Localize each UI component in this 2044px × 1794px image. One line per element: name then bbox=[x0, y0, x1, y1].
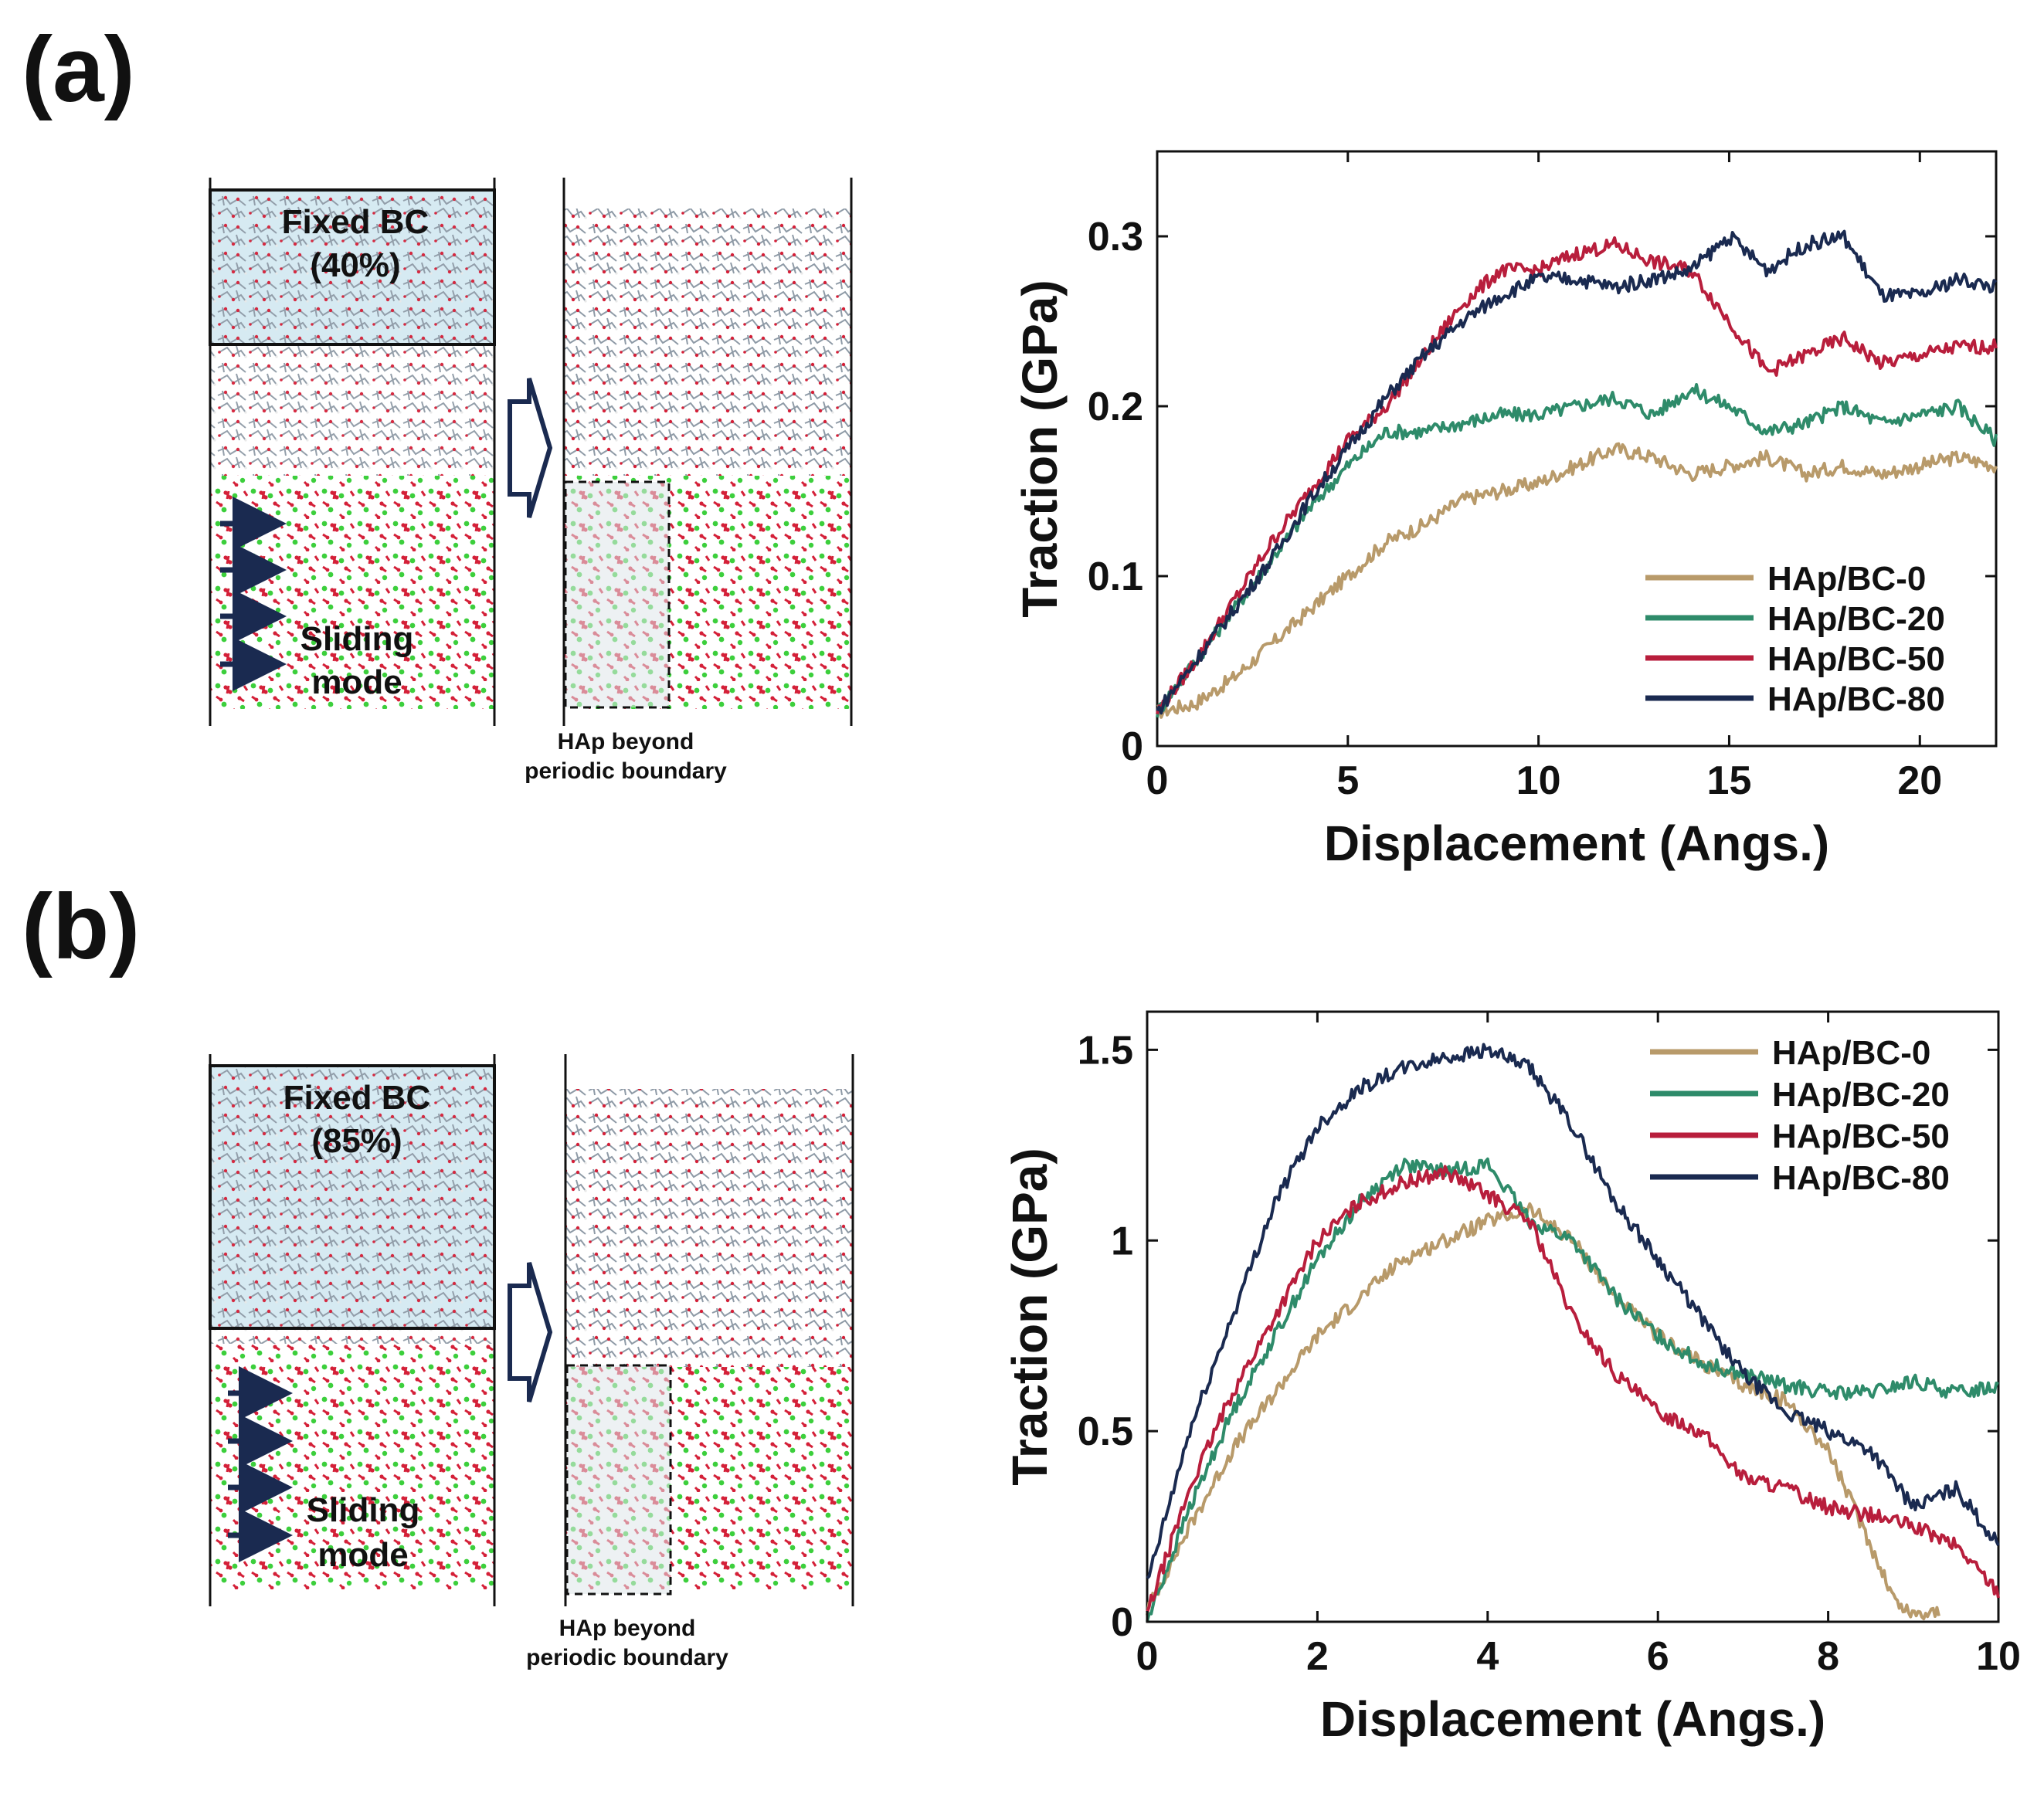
y-tick-label: 0.2 bbox=[1088, 385, 1143, 429]
plot-frame bbox=[1146, 1010, 2000, 1623]
x-tick-label: 4 bbox=[1476, 1634, 1499, 1679]
transition-arrow-icon bbox=[508, 378, 553, 518]
panel-a-letter: (a) bbox=[22, 18, 135, 121]
x-tick-label: 0 bbox=[1146, 758, 1169, 803]
y-tick-label: 0.5 bbox=[1078, 1409, 1133, 1454]
y-tick-label: 0.1 bbox=[1088, 554, 1143, 599]
y-tick-label: 0.3 bbox=[1088, 215, 1143, 259]
legend-label: HAp/BC-50 bbox=[1772, 1117, 1950, 1155]
hap-beyond-boundary-region bbox=[565, 482, 669, 707]
hap-beyond-boundary-box bbox=[565, 1364, 672, 1596]
series-line-hap-bc-50 bbox=[1156, 236, 1998, 715]
polymer-region bbox=[565, 1089, 853, 1367]
x-tick-label: 5 bbox=[1336, 758, 1359, 803]
x-tick-label: 8 bbox=[1817, 1634, 1839, 1679]
series-line-hap-bc-0 bbox=[1156, 442, 1998, 719]
y-tick-label: 0 bbox=[1121, 724, 1143, 769]
polymer-region bbox=[210, 1066, 494, 1344]
legend-label: HAp/BC-20 bbox=[1772, 1076, 1950, 1114]
sliding-mode-label-1: Sliding bbox=[300, 620, 414, 658]
panel-b-sheared-cell bbox=[564, 1054, 854, 1606]
x-tick-label: 10 bbox=[1516, 758, 1561, 803]
hap-beyond-caption-1: HAp beyond bbox=[558, 729, 694, 755]
sliding-arrows bbox=[228, 1366, 293, 1562]
x-tick-label: 0 bbox=[1136, 1634, 1159, 1679]
panel-a-sheared-cell bbox=[562, 178, 853, 726]
x-tick-label: 2 bbox=[1306, 1634, 1329, 1679]
y-tick-label: 0 bbox=[1111, 1600, 1133, 1645]
fixed-bc-label: Fixed BC bbox=[284, 1079, 431, 1117]
x-tick-label: 6 bbox=[1647, 1634, 1669, 1679]
y-tick-label: 1.5 bbox=[1078, 1028, 1133, 1073]
fixed-bc-percent: (40%) bbox=[310, 246, 400, 284]
sliding-mode-label-2: mode bbox=[317, 1536, 408, 1574]
legend-label: HAp/BC-80 bbox=[1767, 680, 1945, 718]
hap-beyond-caption-2: periodic boundary bbox=[526, 1645, 728, 1670]
panel-b-simulation: Fixed BC (85%) Sliding mode HAp beyond p… bbox=[209, 1054, 854, 1670]
hap-beyond-caption-2: periodic boundary bbox=[525, 758, 727, 784]
series-line-hap-bc-0 bbox=[1146, 1202, 1940, 1621]
x-tick-label: 20 bbox=[1897, 758, 1942, 803]
panel-a-initial-cell: Fixed BC (40%) Sliding mode bbox=[209, 178, 496, 726]
hap-beyond-boundary-box bbox=[564, 480, 671, 709]
y-axis-label: Traction (GPa) bbox=[1002, 1148, 1058, 1485]
x-axis-label: Displacement (Angs.) bbox=[1324, 816, 1829, 871]
series-line-hap-bc-80 bbox=[1146, 1043, 2000, 1579]
x-axis-label: Displacement (Angs.) bbox=[1320, 1691, 1825, 1747]
hap-beyond-caption-1: HAp beyond bbox=[559, 1616, 696, 1641]
series-line-hap-bc-80 bbox=[1156, 229, 1998, 715]
plot-frame bbox=[1156, 150, 1998, 748]
fixed-bc-label: Fixed BC bbox=[282, 203, 430, 241]
sliding-mode-label-2: mode bbox=[311, 663, 402, 701]
series-line-hap-bc-20 bbox=[1156, 383, 1998, 718]
chart-a: 0 5 10 15 20 0 0.1 0.2 0.3 Displacement (Angs.) Tr… bbox=[1012, 150, 1998, 871]
panel-b-initial-cell: Fixed BC (85%) Sliding mode bbox=[209, 1054, 496, 1606]
legend-label: HAp/BC-0 bbox=[1772, 1034, 1930, 1072]
panel-a-simulation: Fixed BC (40%) Sliding mode HAp beyond p… bbox=[209, 178, 853, 784]
transition-arrow-icon bbox=[508, 1262, 553, 1402]
sliding-mode-label-1: Sliding bbox=[307, 1491, 420, 1529]
y-axis-label: Traction (GPa) bbox=[1012, 280, 1068, 617]
series-line-hap-bc-50 bbox=[1146, 1165, 2000, 1613]
x-tick-label: 15 bbox=[1707, 758, 1752, 803]
chart-b: 0 2 4 6 8 10 0 0.5 1 1.5 Displacement (Angs.) Tract… bbox=[1002, 1010, 2021, 1747]
polymer-region bbox=[564, 209, 851, 476]
fixed-bc-percent: (85%) bbox=[311, 1122, 402, 1160]
x-tick-label: 10 bbox=[1976, 1634, 2021, 1679]
legend-label: HAp/BC-50 bbox=[1767, 640, 1945, 678]
legend-label: HAp/BC-20 bbox=[1767, 600, 1945, 638]
legend-label: HAp/BC-0 bbox=[1767, 560, 1926, 598]
sliding-arrows bbox=[220, 497, 287, 691]
legend-label: HAp/BC-80 bbox=[1772, 1159, 1950, 1197]
hap-beyond-boundary-region bbox=[567, 1365, 671, 1594]
polymer-region bbox=[210, 190, 494, 476]
y-tick-label: 1 bbox=[1111, 1219, 1133, 1263]
panel-b-letter: (b) bbox=[22, 875, 141, 978]
series-line-hap-bc-20 bbox=[1146, 1157, 1999, 1623]
